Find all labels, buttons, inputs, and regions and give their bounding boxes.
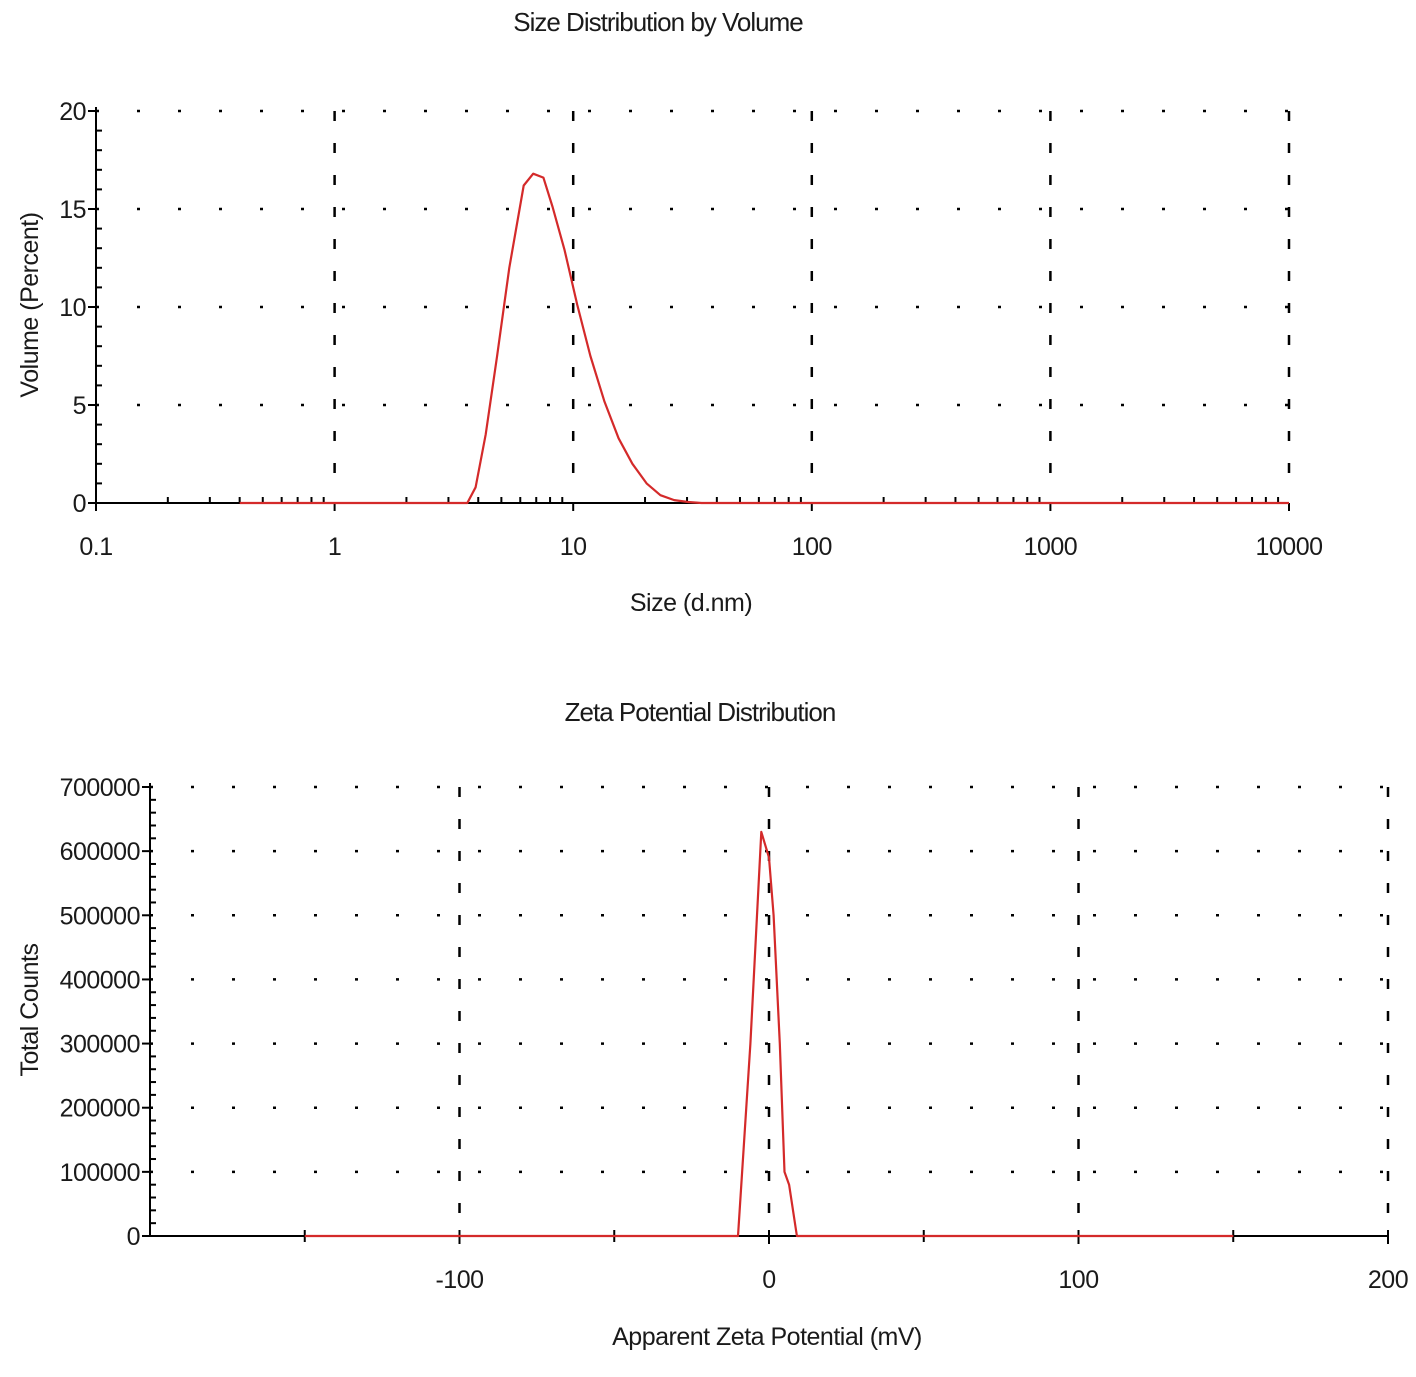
axes <box>88 107 1290 511</box>
size-distribution-chart: Size Distribution by Volume Volume (Perc… <box>16 7 1323 617</box>
x-tick-label: 100 <box>792 533 832 561</box>
x-tick-label: 0 <box>762 1266 775 1294</box>
y-tick-label: 500000 <box>60 902 140 930</box>
y-axis-label: Volume (Percent) <box>16 212 44 397</box>
series-layer <box>304 830 1234 1238</box>
x-tick-label: 0.1 <box>79 533 112 561</box>
x-axis-label: Apparent Zeta Potential (mV) <box>612 1323 922 1351</box>
gridlines <box>96 109 1291 491</box>
y-tick-label: 0 <box>73 490 86 518</box>
y-axis-label: Total Counts <box>16 944 44 1077</box>
y-tick-label: 15 <box>59 196 86 224</box>
y-tick-label: 20 <box>59 98 86 126</box>
x-tick-label: 1000 <box>1024 533 1078 561</box>
y-tick-label: 0 <box>127 1223 140 1251</box>
x-tick-label: 10000 <box>1255 533 1322 561</box>
y-tick-labels: 0 100000 200000 300000 400000 500000 600000 700… <box>60 774 141 1251</box>
chart-title: Size Distribution by Volume <box>513 7 803 37</box>
x-tick-label: 100 <box>1058 1266 1098 1294</box>
x-tick-label: 1 <box>328 533 341 561</box>
series-layer <box>239 172 1289 505</box>
series-line <box>304 830 1234 1238</box>
gridlines <box>150 785 1390 1224</box>
x-tick-label: 10 <box>560 533 587 561</box>
x-axis-label: Size (d.nm) <box>630 589 752 617</box>
x-tick-label: -100 <box>435 1266 483 1294</box>
y-tick-label: 400000 <box>60 966 140 994</box>
y-tick-labels: 0 5 10 15 20 <box>59 98 86 518</box>
chart-title: Zeta Potential Distribution <box>565 697 836 727</box>
y-tick-label: 100000 <box>60 1159 140 1187</box>
y-tick-label: 200000 <box>60 1095 140 1123</box>
x-tick-label: 200 <box>1368 1266 1408 1294</box>
x-tick-labels: -100 0 100 200 <box>435 1266 1408 1294</box>
y-tick-label: 700000 <box>60 774 140 802</box>
x-tick-labels: 0.1 1 10 100 1000 10000 <box>79 533 1323 561</box>
y-tick-label: 600000 <box>60 838 140 866</box>
y-tick-label: 5 <box>73 392 86 420</box>
y-tick-label: 10 <box>59 294 86 322</box>
y-tick-label: 300000 <box>60 1031 140 1059</box>
series-line <box>239 172 1289 505</box>
zeta-potential-chart: Zeta Potential Distribution Total Counts… <box>16 697 1409 1351</box>
